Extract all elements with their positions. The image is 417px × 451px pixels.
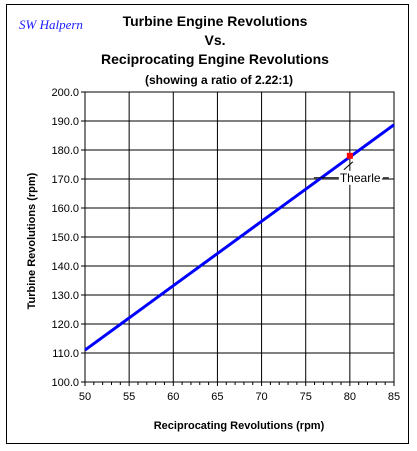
x-tick-label: 70 bbox=[255, 391, 267, 403]
x-tick-label: 65 bbox=[211, 391, 223, 403]
annotation-label-bg bbox=[338, 170, 382, 185]
y-tick-label: 180.0 bbox=[51, 145, 79, 157]
chart-frame: SW Halpern Turbine Engine Revolutions Vs… bbox=[6, 4, 409, 444]
annotation-marker bbox=[346, 152, 353, 159]
series-line bbox=[84, 123, 395, 352]
y-tick-label: 170.0 bbox=[51, 174, 79, 186]
x-tick-label: 85 bbox=[388, 391, 400, 403]
x-tick-label: 60 bbox=[167, 391, 179, 403]
series-layer bbox=[84, 123, 395, 352]
x-tick-label: 80 bbox=[344, 391, 356, 403]
x-axis-label: Reciprocating Revolutions (rpm) bbox=[154, 420, 325, 432]
y-tick-label: 160.0 bbox=[51, 203, 79, 215]
chart-title: Turbine Engine Revolutions bbox=[123, 13, 308, 29]
x-tick-label: 55 bbox=[123, 391, 135, 403]
y-tick-label: 130.0 bbox=[51, 290, 79, 302]
y-tick-label: 120.0 bbox=[51, 319, 79, 331]
annotation-label: Thearle bbox=[340, 171, 381, 185]
y-tick-label: 100.0 bbox=[51, 377, 79, 389]
x-tick-label: 75 bbox=[300, 391, 312, 403]
y-tick-label: 110.0 bbox=[52, 348, 79, 360]
signature: SW Halpern bbox=[19, 17, 83, 32]
chart-title-line2: Vs. bbox=[204, 32, 225, 48]
y-tick-label: 200.0 bbox=[51, 87, 79, 99]
plot-area bbox=[84, 91, 395, 383]
y-tick-label: 190.0 bbox=[51, 116, 79, 128]
annotation-leader-left bbox=[343, 161, 354, 171]
chart: SW Halpern Turbine Engine Revolutions Vs… bbox=[19, 13, 400, 432]
axes: 50 55 60 65 70 75 80 85 100.0 110.0 120.0 130.0 140.… bbox=[51, 87, 400, 403]
y-axis-label: Turbine Revolutions (rpm) bbox=[26, 172, 38, 309]
chart-subtitle: (showing a ratio of 2.22:1) bbox=[145, 73, 293, 87]
x-tick-label: 50 bbox=[79, 391, 91, 403]
annotation-layer: Thearle bbox=[313, 152, 389, 185]
chart-title-line3: Reciprocating Engine Revolutions bbox=[101, 51, 329, 67]
y-tick-label: 150.0 bbox=[51, 232, 79, 244]
y-tick-label: 140.0 bbox=[51, 261, 79, 273]
